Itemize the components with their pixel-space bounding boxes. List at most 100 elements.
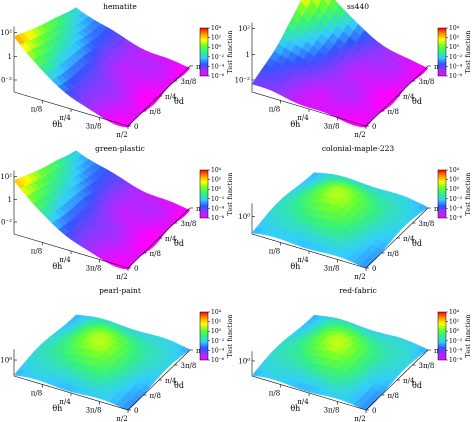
x-tick-label: 3π/8 [86, 407, 102, 415]
x-tick-label: π/8 [269, 248, 280, 256]
z-tick-label: 10⁰ [0, 357, 12, 365]
z-tick-label: 10⁻² [235, 77, 251, 85]
y-tick-label: 3π/8 [181, 362, 197, 370]
y-tick-label: 0 [134, 123, 138, 131]
colorbar [199, 311, 209, 361]
x-axis-label: θh [290, 262, 300, 271]
chart-panel-0: hematite 10² 1 10⁻² π/8 π/4 3π/8 π/2 θh 0 π/8 π/4 3π… [0, 2, 234, 139]
y-tick-label: π/8 [388, 250, 399, 258]
colorbar-tick-label: 10⁰ [211, 186, 222, 193]
y-tick-label: π/4 [403, 377, 415, 385]
z-tick-label: 10⁻² [0, 77, 12, 85]
y-tick-label: 0 [372, 123, 376, 131]
panel-title: colonial-maple-223 [322, 144, 395, 153]
panel-title: pearl-paint [99, 286, 141, 295]
x-axis-label: θh [290, 120, 300, 129]
panel-title: red-fabric [339, 286, 377, 295]
x-tick-label: π/4 [59, 398, 71, 406]
colorbar-label: Test function [226, 31, 234, 74]
colorbar-tick-label: 10⁴ [211, 167, 222, 174]
x-tick-label: 3π/8 [86, 123, 102, 131]
z-tick-label: 1 [8, 53, 12, 61]
x-tick-label: 3π/8 [86, 265, 102, 273]
x-tick-label: π/4 [297, 114, 309, 122]
x-tick-label: π/2 [116, 131, 127, 139]
colorbar-tick-label: 10² [449, 319, 460, 326]
colorbar-tick-label: 10² [211, 319, 222, 326]
y-tick-label: 0 [372, 265, 376, 273]
colorbar-tick-label: 10⁻² [211, 338, 225, 345]
y-tick-label: 3π/8 [181, 78, 197, 86]
colorbar-tick-label: 10⁻² [211, 54, 225, 61]
panel-title: green-plastic [95, 144, 145, 153]
y-tick-label: 3π/8 [419, 78, 435, 86]
colorbar-tick-label: 10⁴ [449, 25, 460, 32]
colorbar-tick-label: 10⁻⁴ [211, 205, 225, 212]
colorbar-tick-label: 10⁻⁴ [211, 63, 225, 70]
colorbar-label: Test function [226, 315, 234, 358]
y-tick-label: π/8 [150, 108, 161, 116]
y-tick-label: 0 [134, 265, 138, 273]
y-tick-label: π/8 [150, 250, 161, 258]
y-tick-label: 0 [372, 407, 376, 415]
x-tick-label: 3π/8 [324, 123, 340, 131]
x-tick-label: π/8 [31, 248, 42, 256]
panel-title: hematite [103, 2, 137, 11]
colorbar-tick-label: 10⁻² [449, 54, 463, 61]
colorbar-tick-label: 10⁻⁴ [449, 63, 463, 70]
y-tick-label: π/4 [165, 93, 177, 101]
colorbar-tick-label: 10⁰ [211, 328, 222, 335]
x-tick-label: 3π/8 [324, 265, 340, 273]
colorbar-tick-label: 10⁴ [449, 167, 460, 174]
colorbar [437, 311, 447, 361]
x-tick-label: π/2 [354, 273, 365, 281]
y-tick-label: π/4 [165, 235, 177, 243]
y-tick-label: 3π/8 [181, 220, 197, 228]
colorbar-tick-label: 10⁻⁴ [449, 205, 463, 212]
x-tick-label: π/8 [269, 390, 280, 398]
chart-panel-1: ss44010²110⁻²π/8π/43π/8π/2θh0π/8π/43π/8π… [235, 0, 472, 139]
x-tick-label: π/4 [297, 256, 309, 264]
colorbar-tick-label: 10⁻² [449, 196, 463, 203]
y-tick-label: 0 [134, 407, 138, 415]
colorbar-label: Test function [226, 173, 234, 216]
y-tick-label: π/8 [150, 392, 161, 400]
x-tick-label: π/2 [116, 273, 127, 281]
y-tick-label: π/8 [388, 108, 399, 116]
z-tick-label: 1 [246, 51, 250, 59]
x-tick-label: π/4 [59, 114, 71, 122]
y-axis-label: θd [174, 239, 184, 248]
colorbar-tick-label: 10⁰ [449, 186, 460, 193]
z-tick-label: 10² [0, 29, 12, 37]
colorbar [437, 169, 447, 219]
x-tick-label: π/2 [354, 131, 365, 139]
y-tick-label: π/4 [165, 377, 177, 385]
colorbar-tick-label: 10⁻² [211, 196, 225, 203]
y-tick-label: π/4 [403, 235, 415, 243]
chart-panel-3: colonial-maple-223 10⁰ π/8 π/4 3π/8 π/2 θh 0 π/8… [238, 144, 472, 281]
chart-panel-5: red-fabric10⁰π/8π/43π/8π/2θh0π/8π/43π/8π… [238, 286, 472, 422]
colorbar-tick-label: 10⁻⁶ [449, 215, 463, 222]
z-tick-label: 10⁰ [238, 213, 250, 221]
colorbar-tick-label: 10⁻⁶ [449, 357, 463, 364]
x-tick-label: 3π/8 [324, 407, 340, 415]
x-axis-label: θh [52, 120, 62, 129]
z-tick-label: 10² [238, 25, 250, 33]
colorbar-tick-label: 10⁰ [449, 328, 460, 335]
colorbar-label: Test function [464, 173, 472, 216]
colorbar-tick-label: 10² [211, 177, 222, 184]
colorbar-tick-label: 10⁻⁶ [211, 215, 225, 222]
colorbar-tick-label: 10² [211, 35, 222, 42]
y-axis-label: θd [174, 381, 184, 390]
colorbar-tick-label: 10⁰ [211, 44, 222, 51]
x-tick-label: π/4 [297, 398, 309, 406]
y-axis-label: θd [412, 239, 422, 248]
y-tick-label: π/4 [403, 93, 415, 101]
colorbar-tick-label: 10⁴ [211, 25, 222, 32]
x-axis-label: θh [52, 262, 62, 271]
x-tick-label: π/8 [31, 106, 42, 114]
colorbar-tick-label: 10⁰ [449, 44, 460, 51]
y-axis-label: θd [412, 97, 422, 106]
colorbar-tick-label: 10⁻⁴ [449, 347, 463, 354]
colorbar-tick-label: 10⁻⁴ [211, 347, 225, 354]
